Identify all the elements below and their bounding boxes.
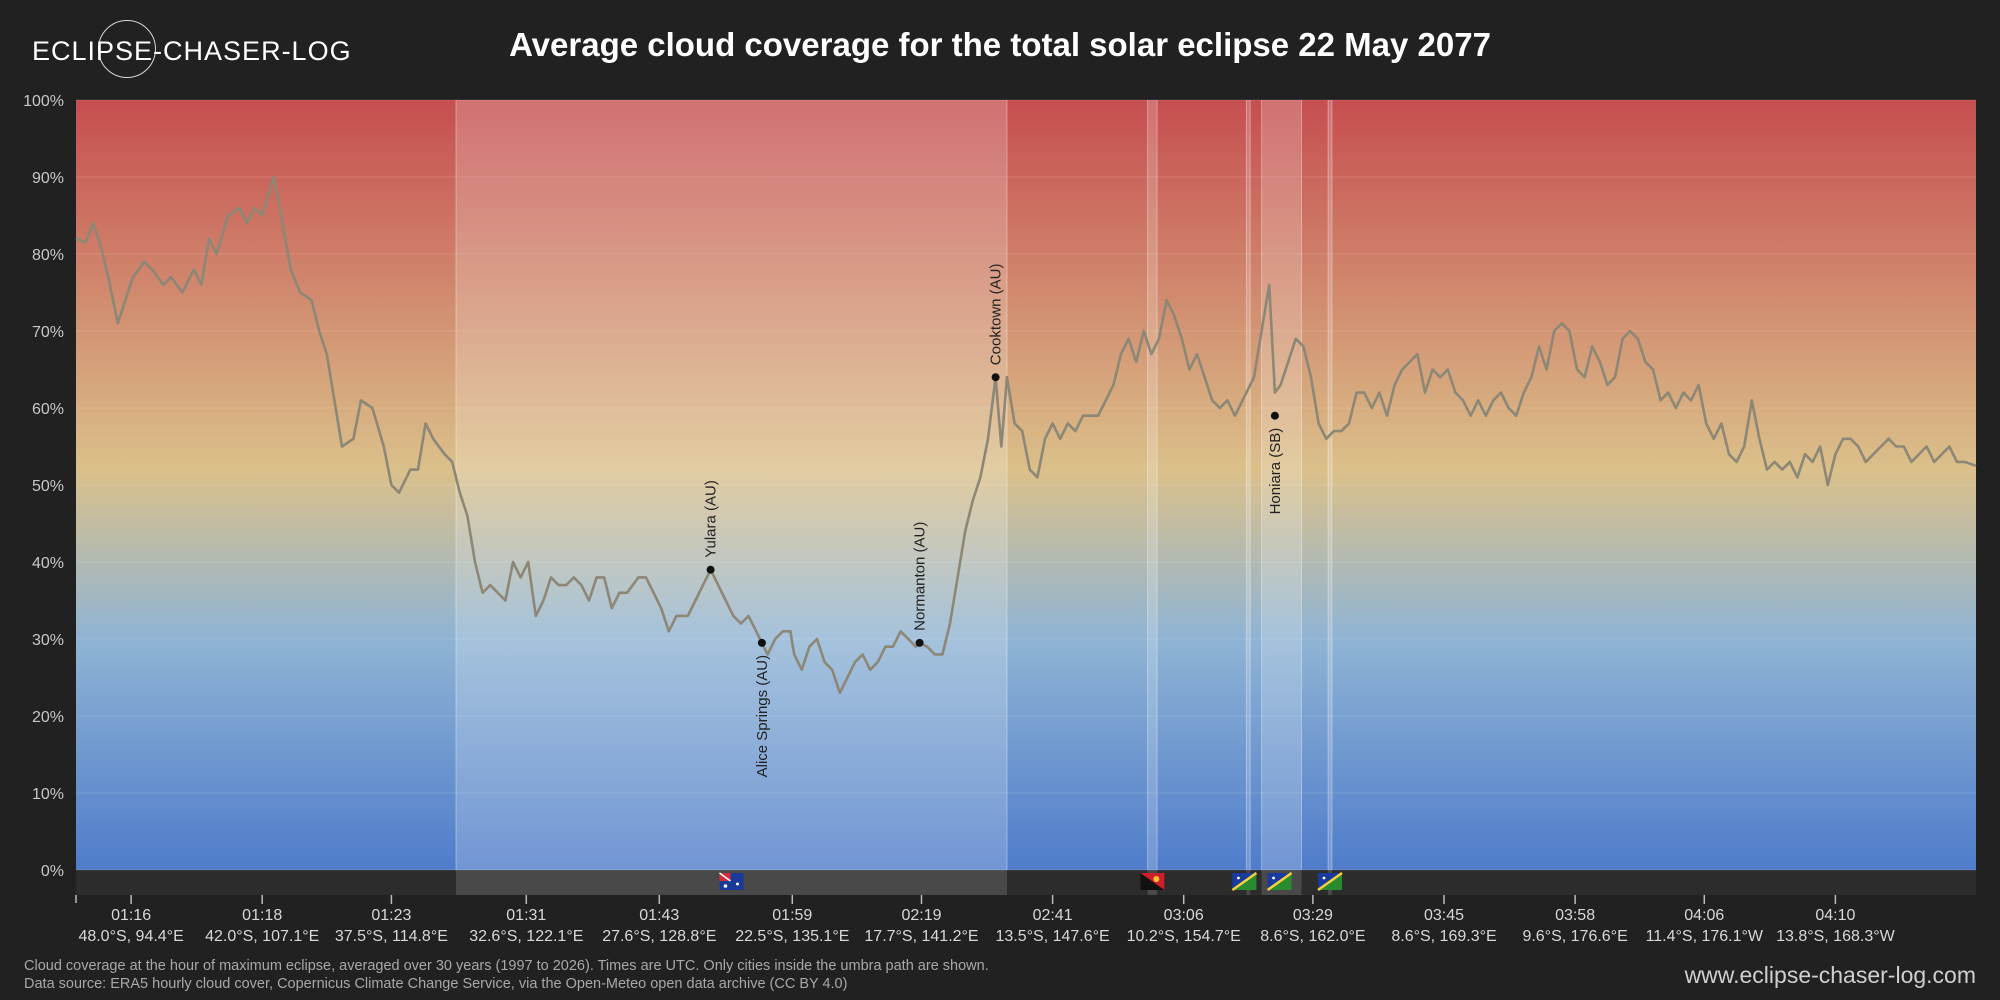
- land-region-1: [1147, 100, 1158, 870]
- x-tick-time-7: 02:41: [1033, 907, 1073, 924]
- x-tick-location-9: 8.6°S, 162.0°E: [1260, 928, 1365, 945]
- land-region-3: [1261, 100, 1302, 870]
- land-region-2: [1246, 100, 1251, 870]
- x-tick-time-10: 03:45: [1424, 907, 1464, 924]
- x-tick-location-7: 13.5°S, 147.6°E: [995, 928, 1109, 945]
- x-tick-location-13: 13.8°S, 168.3°W: [1776, 928, 1896, 945]
- city-marker-1: [757, 638, 766, 647]
- x-tick-location-6: 17.7°S, 141.2°E: [864, 928, 978, 945]
- flag-lower: [1140, 873, 1165, 890]
- city-label-0: Yulara (AU): [703, 480, 720, 558]
- y-tick-label-1: 10%: [32, 786, 64, 803]
- cloud-coverage-line-0: [75, 175, 1977, 695]
- footnote-source: Data source: ERA5 hourly cloud cover, Co…: [24, 976, 848, 992]
- footnote-method: Cloud coverage at the hour of maximum ec…: [24, 958, 989, 974]
- y-tick-label-6: 60%: [32, 401, 64, 418]
- flag-stripe: [1317, 871, 1343, 892]
- flag-au-0: [719, 872, 744, 890]
- city-label-4: Honiara (SB): [1267, 428, 1284, 515]
- city-label-2: Normanton (AU): [912, 522, 929, 631]
- flag-star: [723, 884, 728, 888]
- flag-stripe: [1231, 871, 1258, 892]
- flag-star: [736, 882, 739, 886]
- x-tick-location-12: 11.4°S, 176.1°W: [1646, 928, 1764, 945]
- y-tick-label-4: 40%: [32, 555, 64, 572]
- city-label-3: Cooktown (AU): [988, 263, 1005, 365]
- x-tick-time-0: 01:16: [111, 907, 151, 924]
- city-label-1: Alice Springs (AU): [754, 655, 771, 778]
- logo-ring: [98, 20, 156, 78]
- y-tick-label-3: 30%: [32, 632, 64, 649]
- x-tick-location-4: 27.6°S, 128.8°E: [602, 928, 716, 945]
- x-tick-time-11: 03:58: [1555, 907, 1595, 924]
- x-tick-location-11: 9.6°S, 176.6°E: [1522, 928, 1627, 945]
- y-tick-label-8: 80%: [32, 247, 64, 264]
- flag-star: [1272, 876, 1275, 880]
- x-tick-time-1: 01:18: [242, 907, 282, 924]
- cloud-coverage-chart: 0% 10% 20% 30% 40% 50% 60% 70% 80% 90% 100% 01:16 48…: [23, 93, 1977, 945]
- flag-star: [1322, 876, 1326, 880]
- land-region-0: [456, 100, 1007, 870]
- y-tick-label-7: 70%: [32, 324, 64, 341]
- x-tick-time-13: 04:10: [1815, 907, 1855, 924]
- city-marker-0: [706, 565, 715, 574]
- x-tick-time-9: 03:29: [1293, 907, 1333, 924]
- x-tick-location-0: 48.0°S, 94.4°E: [78, 928, 183, 945]
- flag-stripe: [1266, 871, 1293, 892]
- x-tick-location-8: 10.2°S, 154.7°E: [1127, 928, 1241, 945]
- x-tick-time-5: 01:59: [772, 907, 812, 924]
- y-tick-label-9: 90%: [32, 170, 64, 187]
- y-tick-label-2: 20%: [32, 709, 64, 726]
- y-tick-label-5: 50%: [32, 478, 64, 495]
- city-marker-3: [991, 373, 1000, 382]
- x-tick-time-8: 03:06: [1164, 907, 1204, 924]
- flag-sb-2: [1231, 871, 1258, 892]
- flag-bird: [1153, 876, 1160, 882]
- logo: ECLIPSE-CHASER-LOG: [32, 20, 351, 80]
- flag-saltire: [719, 872, 731, 882]
- flag-sb-4: [1317, 871, 1343, 892]
- flag-sb-3: [1266, 871, 1293, 892]
- x-tick-location-1: 42.0°S, 107.1°E: [205, 928, 319, 945]
- city-marker-4: [1270, 411, 1279, 420]
- x-tick-location-5: 22.5°S, 135.1°E: [735, 928, 849, 945]
- x-tick-time-6: 02:19: [901, 907, 941, 924]
- x-tick-time-3: 01:31: [506, 907, 546, 924]
- country-band: [76, 870, 1976, 895]
- flag-pg-1: [1140, 873, 1165, 890]
- x-tick-location-10: 8.6°S, 169.3°E: [1391, 928, 1496, 945]
- x-tick-time-2: 01:23: [371, 907, 411, 924]
- x-tick-time-4: 01:43: [639, 907, 679, 924]
- logo-text: ECLIPSE-CHASER-LOG: [32, 36, 352, 66]
- x-tick-location-3: 32.6°S, 122.1°E: [469, 928, 583, 945]
- city-marker-2: [915, 638, 924, 647]
- website-link[interactable]: www.eclipse-chaser-log.com: [1684, 962, 1976, 988]
- footnote: Cloud coverage at the hour of maximum ec…: [24, 957, 989, 993]
- x-tick-time-12: 04:06: [1684, 907, 1724, 924]
- land-region-4: [1328, 100, 1332, 870]
- flag-star: [1237, 876, 1240, 880]
- chart-title: Average cloud coverage for the total sol…: [509, 26, 1491, 63]
- y-tick-label-10: 100%: [23, 93, 64, 110]
- x-tick-location-2: 37.5°S, 114.8°E: [335, 928, 448, 945]
- y-tick-label-0: 0%: [41, 863, 64, 880]
